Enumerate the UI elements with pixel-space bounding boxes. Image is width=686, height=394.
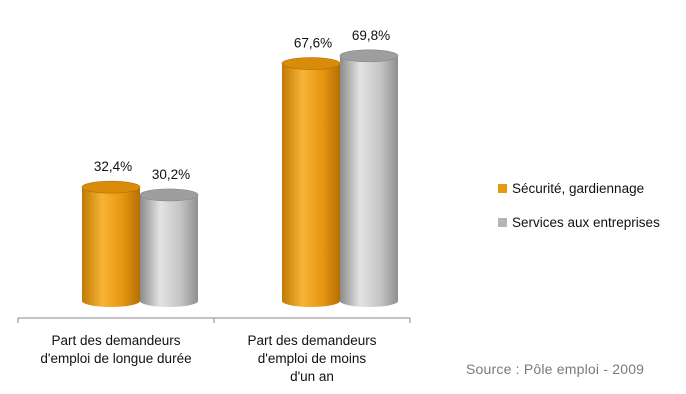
- bar-services-0: [139, 188, 199, 307]
- data-label: 30,2%: [152, 167, 190, 182]
- data-label: 32,4%: [94, 159, 132, 174]
- bar-cap: [139, 188, 199, 202]
- bar-body: [140, 194, 198, 307]
- x-axis: [17, 317, 411, 323]
- bar-securite-0: [81, 180, 141, 307]
- bar-body: [340, 55, 398, 307]
- category-label-line: d'un an: [290, 369, 334, 384]
- legend-item-services: Services aux entreprises: [498, 212, 660, 232]
- source-note: Source : Pôle emploi - 2009: [466, 361, 645, 377]
- category-label-line: Part des demandeurs: [247, 333, 377, 348]
- category-label-less-than-one-year: Part des demandeurs d'emploi de moins d'un…: [212, 332, 412, 386]
- legend-label: Sécurité, gardiennage: [512, 180, 645, 196]
- bars-layer: [81, 49, 399, 308]
- bar-body: [282, 63, 340, 308]
- category-label-line: d'emploi de moins: [257, 351, 367, 366]
- category-label-line: d'emploi de longue durée: [40, 351, 192, 366]
- bar-cap: [81, 180, 141, 194]
- legend-item-securite: Sécurité, gardiennage: [498, 178, 660, 198]
- legend: Sécurité, gardiennage Services aux entre…: [498, 178, 660, 246]
- data-label: 67,6%: [294, 36, 332, 51]
- bar-cap: [339, 49, 399, 63]
- bar-cap: [281, 57, 341, 70]
- legend-swatch-gray: [498, 217, 507, 227]
- data-label: 69,8%: [352, 28, 390, 43]
- category-label-long-duration: Part des demandeurs d'emploi de longue du…: [16, 332, 216, 368]
- bar-securite-1: [281, 57, 341, 308]
- bar-body: [82, 187, 140, 307]
- legend-swatch-orange: [498, 183, 507, 193]
- category-label-line: Part des demandeurs: [51, 333, 181, 348]
- legend-label: Services aux entreprises: [512, 214, 660, 230]
- bar-services-1: [339, 49, 399, 307]
- data-labels: 32,4% 67,6% 30,2% 69,8%: [94, 28, 390, 182]
